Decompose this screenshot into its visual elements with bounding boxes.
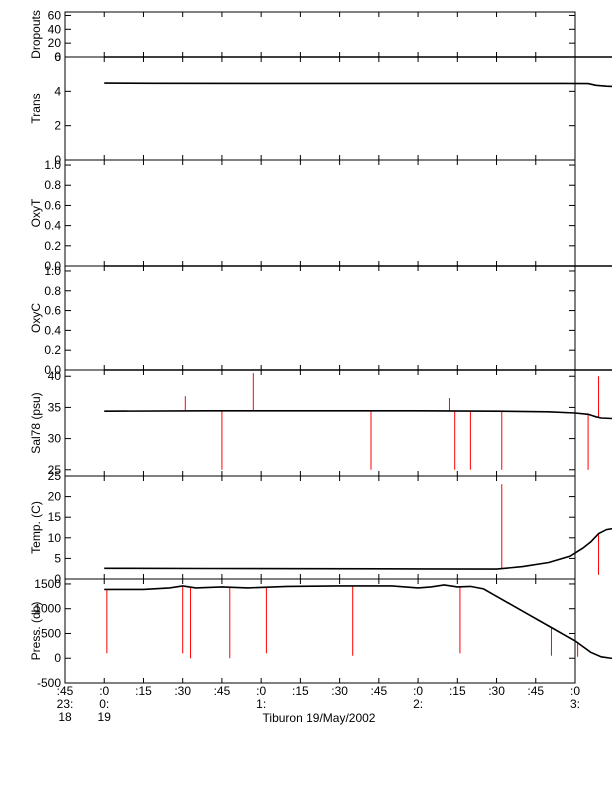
panel-frame	[64, 56, 576, 161]
y-axis-label: Sal78 (psu)	[29, 392, 43, 453]
x-axis-label: Tiburon 19/May/2002	[263, 711, 376, 725]
y-tick-label: 25	[48, 469, 62, 483]
x-axis: :4523:18:00:19:15:30:45:01::15:30:45:02:…	[57, 12, 580, 724]
y-tick-label: 0.6	[44, 304, 61, 318]
panel-frame	[64, 369, 576, 477]
panel-frame	[64, 11, 576, 58]
y-tick-label: 4	[54, 84, 61, 98]
y-tick-label: 2	[54, 119, 61, 133]
panel-2: 0.0 0.2 0.4 0.6 0.8 1.0 OxyT	[29, 158, 612, 273]
y-tick-label: 1.0	[44, 264, 61, 278]
y-tick-label: 10	[48, 531, 62, 545]
y-tick-label: 0.4	[44, 219, 61, 233]
x-tick-label: :45	[371, 684, 388, 698]
x-tick-label: 23:	[57, 697, 74, 711]
y-tick-label: 1500	[34, 577, 61, 591]
panel-frame	[64, 475, 576, 580]
y-tick-label: 15	[48, 510, 62, 524]
panel-frame	[64, 159, 576, 267]
y-tick-label: 0	[54, 572, 61, 586]
x-tick-label: :30	[331, 684, 348, 698]
y-axis-label: Dropouts	[29, 10, 43, 59]
y-tick-label: 0	[54, 651, 61, 665]
y-tick-label: -500	[37, 676, 61, 690]
x-tick-label: :0	[99, 684, 109, 698]
y-tick-label: 0.0	[44, 363, 61, 377]
y-tick-label: 20	[48, 36, 62, 50]
x-tick-label: :15	[449, 684, 466, 698]
x-tick-label: :30	[174, 684, 191, 698]
y-tick-label: 0.2	[44, 343, 61, 357]
y-tick-label: 0.2	[44, 239, 61, 253]
y-tick-label: 0.6	[44, 198, 61, 212]
x-tick-label: :45	[57, 684, 74, 698]
y-tick-label: 6	[54, 50, 61, 64]
y-axis-label: OxyT	[29, 198, 43, 227]
x-tick-label: 2:	[413, 697, 423, 711]
y-tick-label: 0	[54, 50, 61, 64]
x-tick-label: :30	[488, 684, 505, 698]
y-tick-label: 0	[54, 153, 61, 167]
y-axis-label: Temp. (C)	[29, 501, 43, 554]
y-axis-label: Press. (db)	[29, 602, 43, 661]
y-tick-label: 20	[48, 490, 62, 504]
y-tick-label: 60	[48, 8, 62, 22]
y-tick-label: 1000	[34, 602, 61, 616]
y-axis-label: OxyC	[29, 303, 43, 333]
x-tick-label: :15	[292, 684, 309, 698]
panel-frame	[64, 578, 576, 684]
series-line	[104, 527, 612, 570]
y-tick-label: 25	[48, 463, 62, 477]
x-tick-label: 3:	[570, 697, 580, 711]
y-axis-label: Trans	[29, 93, 43, 123]
x-tick-label: :0	[256, 684, 266, 698]
series-line	[104, 584, 612, 660]
series-line	[104, 82, 612, 88]
x-tick-label: :45	[527, 684, 544, 698]
x-tick-label: 18	[58, 710, 72, 724]
y-tick-label: 40	[48, 369, 62, 383]
panel-5: 0 5 10 15 20 25 Temp. (C)	[29, 469, 612, 586]
x-tick-label: 0:	[99, 697, 109, 711]
y-tick-label: 35	[48, 400, 62, 414]
series-line	[104, 409, 612, 420]
y-tick-label: 0.8	[44, 178, 61, 192]
panel-1: 0 2 4 6 Trans	[29, 50, 612, 167]
y-tick-label: 0.8	[44, 284, 61, 298]
y-tick-label: 5	[54, 551, 61, 565]
x-tick-label: 1:	[256, 697, 266, 711]
y-tick-label: 30	[48, 432, 62, 446]
y-tick-label: 0.0	[44, 259, 61, 273]
chart-panels: 0204060Dropouts0246Trans0.00.20.40.60.81…	[29, 8, 612, 690]
panel-frame	[64, 265, 576, 371]
x-tick-label: :45	[214, 684, 231, 698]
y-tick-label: 500	[41, 626, 61, 640]
panel-4: 25 30 35 40 Sal78 (psu)	[29, 369, 612, 477]
x-tick-label: :0	[570, 684, 580, 698]
panel-3: 0.0 0.2 0.4 0.6 0.8 1.0 OxyC	[29, 264, 612, 377]
y-tick-label: 40	[48, 22, 62, 36]
x-tick-label: 19	[98, 710, 112, 724]
x-tick-label: :0	[413, 684, 423, 698]
panel-6: -500 0 500 1000 1500 Press. (db)	[29, 577, 612, 690]
x-tick-label: :15	[135, 684, 152, 698]
y-tick-label: 0.4	[44, 323, 61, 337]
y-tick-label: 1.0	[44, 158, 61, 172]
